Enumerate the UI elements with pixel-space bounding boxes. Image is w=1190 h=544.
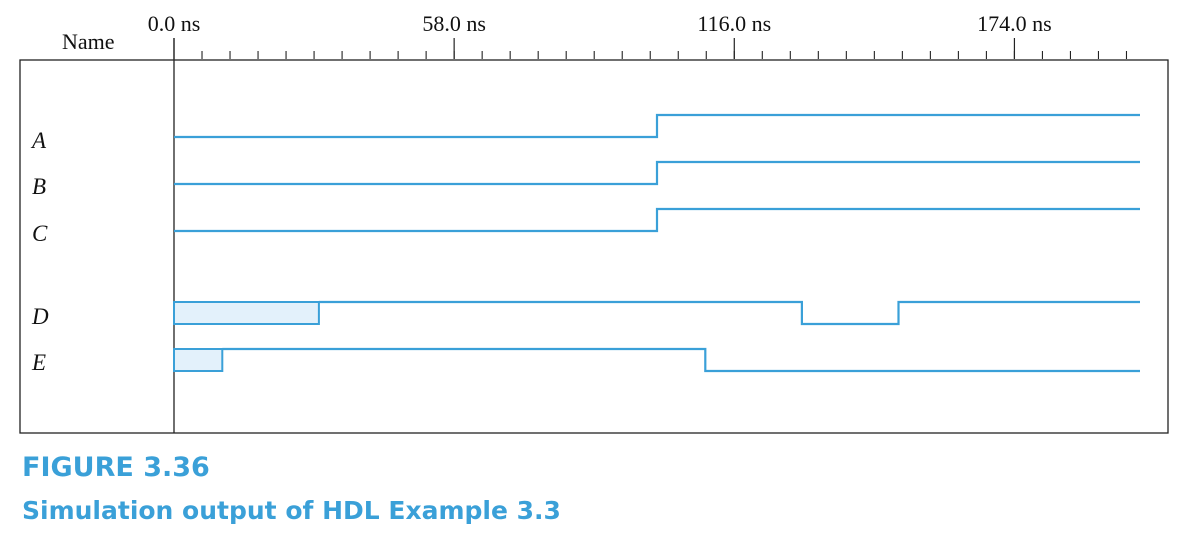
time-tick-label: 116.0 ns — [697, 11, 771, 36]
waveform-frame — [19, 59, 1169, 434]
signal-name-label: B — [32, 174, 46, 199]
unknown-state-box — [173, 301, 320, 325]
signal-row-d: D — [31, 300, 1140, 329]
signal-waveform — [174, 160, 1140, 186]
signal-name-label: E — [31, 350, 46, 375]
signal-name-label: D — [31, 304, 49, 329]
signal-waveform — [318, 300, 1140, 326]
name-column-header: Name — [62, 29, 115, 54]
time-tick-label: 0.0 ns — [148, 11, 201, 36]
figure-title: Simulation output of HDL Example 3.3 — [22, 496, 561, 525]
signal-row-c: C — [32, 207, 1140, 246]
unknown-state-box — [173, 348, 224, 372]
signal-waveform — [174, 207, 1140, 233]
signal-row-a: A — [30, 113, 1140, 153]
time-tick-label: 58.0 ns — [422, 11, 486, 36]
figure-label: FIGURE 3.36 — [22, 452, 210, 483]
signal-name-label: C — [32, 221, 48, 246]
signal-row-e: E — [31, 347, 1140, 375]
signal-waveform — [174, 113, 1140, 139]
waveform-diagram: Name 0.0 ns 58.0 ns 116.0 ns 174.0 ns ABC DE — [19, 11, 1169, 434]
signal-row-b: B — [32, 160, 1140, 199]
signal-waveform — [222, 347, 1140, 373]
signal-name-label: A — [30, 128, 47, 153]
time-tick-label: 174.0 ns — [977, 11, 1052, 36]
